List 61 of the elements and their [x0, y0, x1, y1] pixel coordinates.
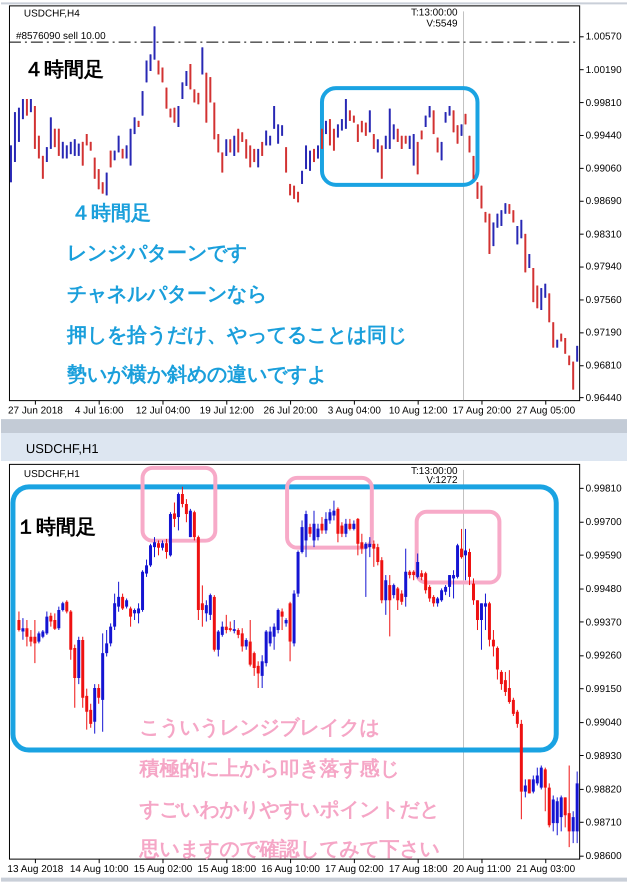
x-tick-label: 12 Jul 04:00: [136, 406, 191, 417]
y-tick-label: 0.99150: [586, 684, 622, 696]
y-tick-label: 0.98710: [586, 818, 622, 829]
y-tick-label: 0.98930: [586, 750, 622, 762]
x-tick-label: 14 Aug 10:00: [70, 864, 129, 876]
annotation: 思いますので確認してみて下さい: [138, 838, 440, 861]
x-tick-label: 15 Aug 18:00: [197, 864, 257, 876]
annotation: ４時間足: [24, 58, 104, 82]
annotation: すごいわかりやすいポイントだと: [138, 798, 440, 821]
text: USDCHF,H1: [26, 440, 99, 456]
y-tick-label: 0.99590: [586, 550, 622, 562]
annotation: 積極的に上から叩き落す感じ: [138, 756, 400, 780]
ref-line-label: #8576090 sell 10.00: [16, 31, 106, 42]
annotation: T:13:00:00: [411, 7, 458, 18]
x-tick-label: 27 Aug 05:00: [516, 406, 576, 417]
y-tick-label: 0.97940: [586, 262, 622, 273]
y-tick-label: 0.96810: [586, 360, 622, 372]
x-tick-label: 17 Aug 02:00: [325, 864, 384, 876]
y-tick-label: 0.97190: [586, 327, 622, 338]
x-tick-label: 15 Aug 02:00: [134, 864, 193, 876]
y-tick-label: 0.97560: [586, 294, 622, 306]
x-tick-label: 17 Aug 20:00: [452, 406, 512, 417]
annotation: こういうレンジブレイクは: [140, 716, 380, 740]
annotation: T:13:00:00: [411, 466, 458, 477]
chart-title: USDCHF,H4: [24, 8, 80, 20]
annotation: 勢いが横か斜めの違いですよ: [66, 363, 327, 386]
annotation: V:5549: [426, 18, 458, 30]
y-tick-label: 0.96440: [586, 392, 622, 404]
x-tick-label: 27 Jun 2018: [8, 406, 64, 417]
x-tick-label: 13 Aug 2018: [7, 864, 64, 876]
y-tick-label: 1.00570: [586, 32, 622, 43]
y-tick-label: 0.99370: [586, 617, 622, 628]
annotation: チャネルパターンなら: [66, 282, 267, 306]
y-tick-label: 0.99060: [586, 164, 622, 175]
annotation: レンジパターンです: [66, 242, 247, 265]
annotation: １時間足: [16, 516, 96, 539]
y-tick-label: 0.98820: [586, 784, 622, 796]
y-tick-label: 0.99260: [586, 650, 622, 662]
x-tick-label: 3 Aug 04:00: [328, 406, 382, 417]
y-tick-label: 0.98310: [586, 229, 622, 240]
x-tick-label: 20 Aug 11:00: [452, 864, 512, 876]
x-tick-label: 26 Jul 20:00: [263, 406, 318, 417]
x-tick-label: 4 Jul 16:00: [74, 406, 124, 417]
x-tick-label: 16 Aug 10:00: [261, 864, 320, 876]
y-tick-label: 0.99480: [586, 584, 622, 595]
y-tick-label: 0.99700: [586, 517, 622, 528]
y-tick-label: 1.00190: [586, 64, 622, 76]
x-tick-label: 10 Aug 12:00: [388, 406, 448, 417]
y-tick-label: 0.99810: [586, 98, 622, 110]
y-tick-label: 0.99040: [586, 718, 622, 729]
x-tick-label: 19 Jul 12:00: [200, 406, 254, 417]
y-tick-label: 0.98600: [586, 851, 622, 862]
y-tick-label: 0.98690: [586, 196, 622, 208]
annotation: ４時間足: [70, 202, 151, 225]
annotation: V:1272: [426, 474, 458, 486]
y-tick-label: 0.99810: [586, 484, 622, 495]
annotation: 押しを拾うだけ、やってることは同じ: [66, 323, 407, 346]
text: USDCHF,H1: [24, 468, 80, 480]
x-tick-label: 21 Aug 03:00: [516, 864, 576, 876]
x-tick-label: 17 Aug 18:00: [388, 864, 448, 876]
y-tick-label: 0.99440: [586, 130, 622, 142]
